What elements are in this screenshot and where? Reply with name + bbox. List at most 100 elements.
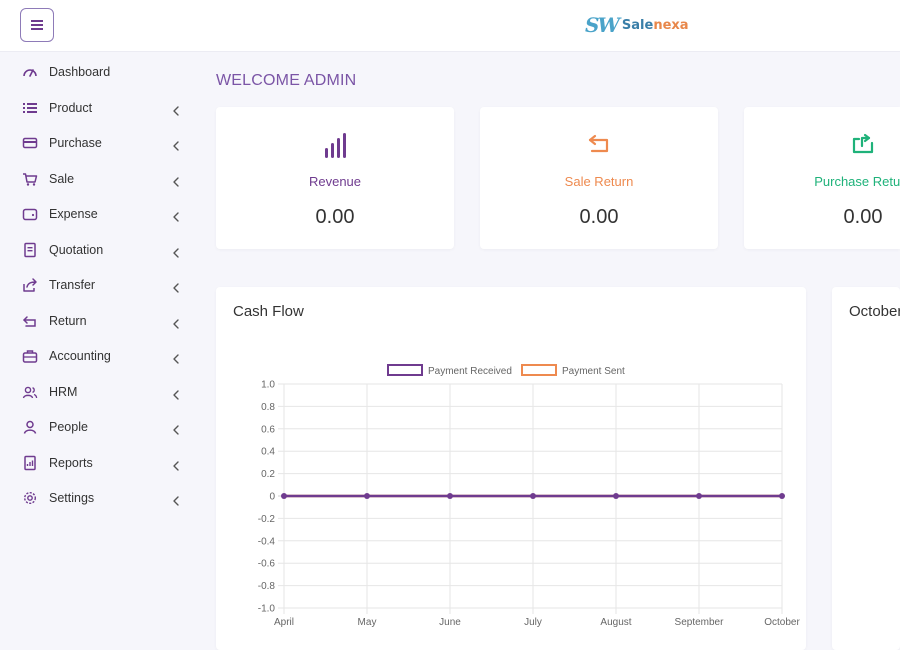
x-tick-label: August — [600, 617, 631, 628]
brand-logo[interactable]: SW Salenexa — [585, 13, 689, 37]
x-tick-label: April — [274, 617, 294, 628]
sidebar-item-label: Reports — [49, 455, 93, 470]
menu-toggle-button[interactable] — [20, 8, 54, 42]
sidebar-item-sale[interactable]: Sale — [0, 164, 200, 194]
chevron-left-icon — [172, 458, 180, 471]
cash-flow-title: Cash Flow — [233, 303, 304, 320]
share-icon — [22, 277, 38, 293]
brand-mark: SW — [585, 13, 620, 37]
sidebar-item-label: Quotation — [49, 242, 104, 257]
sidebar-item-expense[interactable]: Expense — [0, 199, 200, 229]
sidebar-item-label: Purchase — [49, 136, 102, 150]
sidebar-item-people[interactable]: People — [0, 412, 200, 442]
sidebar-item-accounting[interactable]: Accounting — [0, 341, 200, 371]
legend-label: Payment Received — [428, 366, 512, 377]
sidebar-item-return[interactable]: Return — [0, 306, 200, 336]
sale-return-icon — [588, 134, 609, 153]
data-point — [696, 493, 702, 499]
chevron-left-icon — [172, 351, 180, 364]
revenue-value: 0.00 — [315, 206, 355, 228]
sale-return-card[interactable]: Sale Return 0.00 — [480, 107, 718, 249]
chevron-left-icon — [172, 174, 180, 187]
sidebar-item-reports[interactable]: Reports — [0, 448, 200, 478]
y-tick-label: -0.2 — [258, 514, 276, 525]
chevron-left-icon — [172, 422, 180, 435]
data-point — [447, 493, 453, 499]
wallet-icon — [22, 206, 38, 222]
sidebar-item-purchase[interactable]: Purchase — [0, 128, 200, 158]
top-bar: SW Salenexa — [0, 0, 900, 52]
chevron-left-icon — [172, 280, 180, 293]
sidebar-item-label: Sale — [49, 171, 75, 186]
revenue-card[interactable]: Revenue 0.00 — [216, 107, 454, 249]
sidebar-item-label: Expense — [49, 207, 98, 221]
x-tick-label: July — [524, 617, 542, 628]
y-tick-label: -0.6 — [258, 559, 276, 570]
report-icon — [22, 455, 38, 471]
page-title: WELCOME ADMIN — [216, 72, 357, 89]
list-icon — [22, 100, 38, 116]
cash-flow-card: Cash Flow 1.0 0.8 0.6 0.4 0.2 0 -0.2 -0.4 -0.6 -0… — [216, 287, 806, 650]
sidebar-item-dashboard[interactable]: Dashboard — [0, 57, 200, 87]
sidebar-item-label: Product — [49, 100, 93, 115]
chevron-left-icon — [172, 138, 180, 151]
chevron-left-icon — [172, 316, 180, 329]
chevron-left-icon — [172, 103, 180, 116]
cash-flow-chart: 1.0 0.8 0.6 0.4 0.2 0 -0.2 -0.4 -0.6 -0.8 -1.0 Apri… — [258, 364, 800, 628]
card-icon — [22, 135, 38, 151]
x-tick-label: June — [439, 617, 461, 628]
sidebar-item-label: Accounting — [49, 349, 111, 363]
sidebar-item-label: HRM — [49, 384, 78, 399]
sidebar-item-transfer[interactable]: Transfer — [0, 270, 200, 300]
bar-chart-icon — [325, 133, 346, 158]
y-tick-label: -0.4 — [258, 536, 276, 547]
sidebar-item-label: Settings — [49, 491, 95, 505]
purchase-return-card[interactable]: Purchase Return 0.00 — [744, 107, 900, 249]
cart-icon — [22, 171, 38, 187]
purchase-return-label: Purchase Return — [814, 174, 900, 189]
user-icon — [22, 419, 38, 435]
sale-return-label: Sale Return — [564, 174, 634, 189]
chevron-left-icon — [172, 387, 180, 400]
y-tick-label: 0.8 — [261, 402, 275, 413]
y-tick-label: 0.6 — [261, 424, 275, 435]
y-tick-label: 0 — [269, 492, 275, 503]
data-point — [281, 493, 287, 499]
y-tick-label: 1.0 — [261, 380, 275, 391]
y-tick-label: 0.4 — [261, 447, 275, 458]
revenue-label: Revenue — [308, 174, 362, 189]
y-tick-label: 0.2 — [261, 469, 275, 480]
x-tick-label: September — [675, 617, 725, 628]
data-point — [530, 493, 536, 499]
sidebar-item-settings[interactable]: Settings — [0, 483, 200, 513]
sidebar-item-label: Dashboard — [49, 65, 111, 79]
purchase-return-value: 0.00 — [843, 206, 883, 228]
users-icon — [22, 384, 38, 400]
gear-icon — [22, 490, 38, 506]
data-point — [364, 493, 370, 499]
data-point — [779, 493, 785, 499]
return-icon — [22, 313, 38, 329]
sidebar-item-label: People — [49, 420, 88, 434]
sidebar-item-quotation[interactable]: Quotation — [0, 235, 200, 265]
purchase-return-icon — [852, 133, 874, 154]
sidebar-item-label: Return — [49, 313, 87, 328]
october-card-title: October — [849, 303, 900, 320]
y-tick-label: -0.8 — [258, 581, 276, 592]
sidebar-item-hrm[interactable]: HRM — [0, 377, 200, 407]
hamburger-icon — [31, 20, 43, 30]
sidebar-item-product[interactable]: Product — [0, 93, 200, 123]
sidebar: Dashboard Product Purchase Sale Expense Quota… — [0, 52, 200, 650]
legend-swatch — [521, 364, 557, 376]
briefcase-icon — [22, 348, 38, 364]
chevron-left-icon — [172, 209, 180, 222]
october-card: October — [832, 287, 900, 650]
brand-name: Salenexa — [621, 17, 689, 33]
main-content: WELCOME ADMIN Revenue 0.00 Sale Return 0… — [200, 52, 900, 650]
x-tick-label: May — [358, 617, 377, 628]
x-tick-label: October — [764, 617, 800, 628]
gauge-icon — [22, 64, 38, 80]
chevron-left-icon — [172, 493, 180, 506]
sidebar-item-label: Transfer — [49, 278, 96, 292]
legend-label: Payment Sent — [562, 366, 625, 377]
